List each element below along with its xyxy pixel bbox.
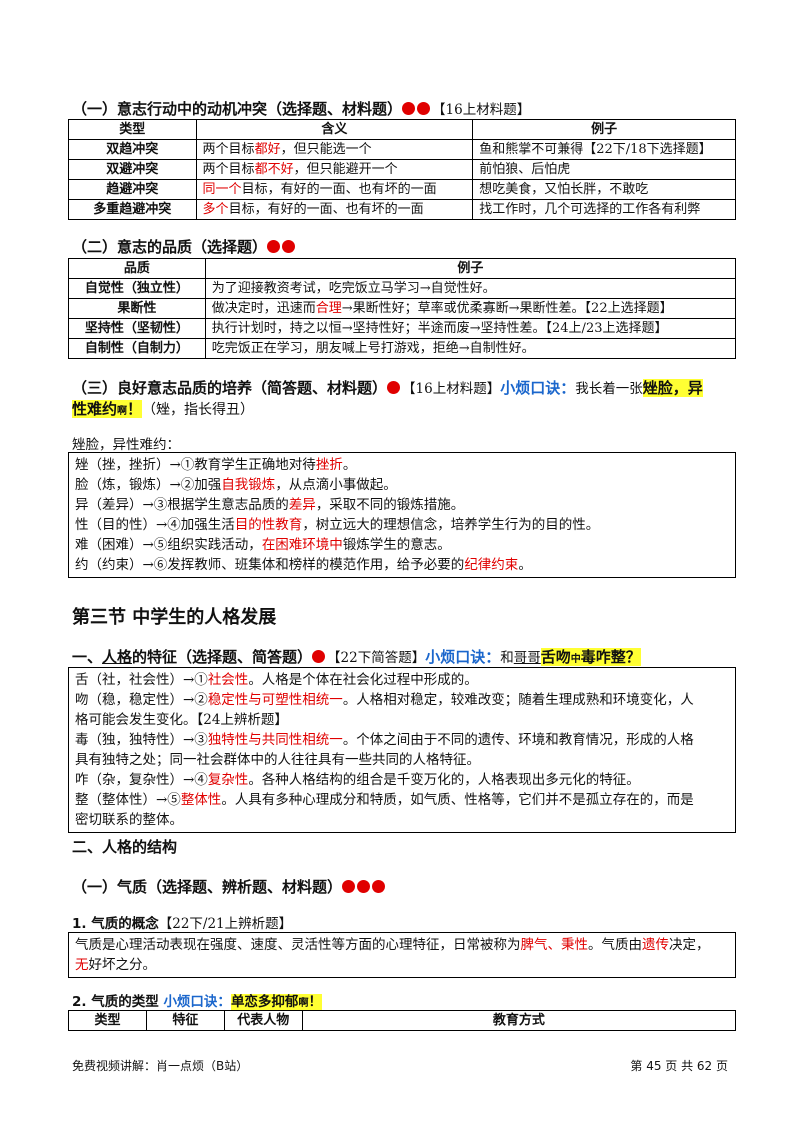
importance-dot-icon [312,650,326,663]
list-item: 格可能会发生变化。【24上辨析题】 [75,712,288,728]
table-header: 教育方式 [301,1010,737,1031]
table-header: 代表人物 [223,1010,303,1031]
table-row: 自制性（自制力） 吃完饭正在学习，朋友喊上号打游戏，拒绝→自制性好。 [68,338,737,359]
motivation-conflict-table: 类型 含义 例子 双趋冲突 两个目标都好，但只能选一个 鱼和熊掌不可兼得【22下… [68,119,736,220]
list-item: 毒（独，独特性）→③独特性与共同性相统一。个体之间由于不同的遗传、环境和教育情况… [75,732,694,748]
list-item: 难（困难）→⑤组织实践活动，在困难环境中锻炼学生的意志。 [75,537,451,553]
list-item: 吻（稳，稳定性）→②稳定性与可塑性相统一。人格相对稳定，较难改变；随着生理成熟和… [75,692,694,708]
list-item: 脸（炼，锻炼）→②加强自我锻炼，从点滴小事做起。 [75,477,397,493]
importance-dot-icon [402,102,416,115]
footer-left: 免费视频讲解：肖一点烦（B站） [72,1059,249,1073]
importance-dot-icon [357,880,371,893]
importance-dot-icon [342,880,356,893]
importance-dot-icon [267,240,281,253]
list-item: 舌（社，社会性）→①社会性。人格是个体在社会化过程中形成的。 [75,672,478,688]
list-item: 矬（挫，挫折）→①教育学生正确地对待挫折。 [75,457,357,473]
list-item: 约（约束）→⑥发挥教师、班集体和榜样的模范作用，给予必要的纪律约束。 [75,557,532,573]
importance-dot-icon [282,240,296,253]
list-item: 密切联系的整体。 [75,812,183,828]
temperament-types-title: 2. 气质的类型 小烦口诀：单恋多抑郁啊！ [72,994,322,1010]
table-header: 含义 [195,119,474,140]
temperament-title: （一）气质（选择题、辨析题、材料题） [72,876,387,897]
importance-dot-icon [372,880,386,893]
list-item: 咋（杂，复杂性）→④复杂性。各种人格结构的组合是千变万化的，人格表现出多元化的特… [75,772,640,788]
table-row: 趋避冲突 同一个目标，有好的一面、也有坏的一面 想吃美食，又怕长胖，不敢吃 [68,179,736,200]
list-item: 性（目的性）→④加强生活目的性教育，树立远大的理想信念，培养学生行为的目的性。 [75,517,600,533]
section-will-quality-title: （二）意志的品质（选择题） [72,236,297,257]
table-header: 类型 [68,1010,147,1031]
table-header: 例子 [472,119,736,140]
section-will-cultivation-title: （三）良好意志品质的培养（简答题、材料题） 【16上材料题】小烦口诀：我长着一张矬… [72,379,703,397]
will-quality-table: 品质 例子 自觉性（独立性） 为了迎接教资考试，吃完饭立马学习→自觉性好。 果断… [68,258,737,359]
list-item: 具有独特之处；同一社会群体中的人往往具有一些共同的人格特征。 [75,752,480,768]
section-motivation-conflict-title: （一）意志行动中的动机冲突（选择题、材料题） 【16上材料题】 [72,100,531,118]
mnemonic-continuation: 性难约啊！（矬，指长得丑） [72,400,255,418]
table-header: 特征 [145,1010,225,1031]
table-row: 双趋冲突 两个目标都好，但只能选一个 鱼和熊掌不可兼得【22下/18下选择题】 [68,139,736,160]
list-item: 整（整体性）→⑤整体性。人具有多种心理成分和特质，如气质、性格等，它们并不是孤立… [75,792,694,808]
importance-dot-icon [417,102,431,115]
table-row: 果断性 做决定时，迅速而合理→果断性好；草率或优柔寡断→果断性差。【22上选择题… [68,298,737,319]
personality-structure-title: 二、人格的结构 [72,838,178,856]
personality-traits-title: 一、人格的特征（选择题、简答题） 【22下简答题】小烦口诀：和哥哥舌吻中毒咋整？ [72,648,641,666]
temperament-concept-box: 气质是心理活动表现在强度、速度、灵活性等方面的心理特征，日常被称为脾气、秉性。气… [68,932,736,978]
table-row: 自觉性（独立性） 为了迎接教资考试，吃完饭立马学习→自觉性好。 [68,278,737,299]
mnemonic-subtitle: 矬脸，异性难约： [72,437,180,453]
table-header: 例子 [204,258,737,279]
table-header: 类型 [68,119,197,140]
table-row: 多重趋避冲突 多个目标，有好的一面、也有坏的一面 找工作时，几个可选择的工作各有… [68,199,736,220]
importance-dot-icon [387,381,401,394]
footer-page-number: 第 45 页 共 62 页 [630,1059,728,1073]
personality-traits-box: 舌（社，社会性）→①社会性。人格是个体在社会化过程中形成的。 吻（稳，稳定性）→… [68,667,736,833]
table-row: 双避冲突 两个目标都不好，但只能避开一个 前怕狼、后怕虎 [68,159,736,180]
table-row: 坚持性（坚韧性） 执行计划时，持之以恒→坚持性好；半途而废→坚持性差。【24上/… [68,318,737,339]
table-header: 品质 [68,258,206,279]
temperament-types-table: 类型 特征 代表人物 教育方式 [68,1010,737,1031]
temperament-concept-title: 1. 气质的概念【22下/21上辨析题】 [72,916,293,932]
list-item: 异（差异）→③根据学生意志品质的差异，采取不同的锻炼措施。 [75,497,465,513]
chapter-section-title: 第三节 中学生的人格发展 [72,607,277,628]
cultivation-list-box: 矬（挫，挫折）→①教育学生正确地对待挫折。 脸（炼，锻炼）→②加强自我锻炼，从点… [68,452,736,578]
